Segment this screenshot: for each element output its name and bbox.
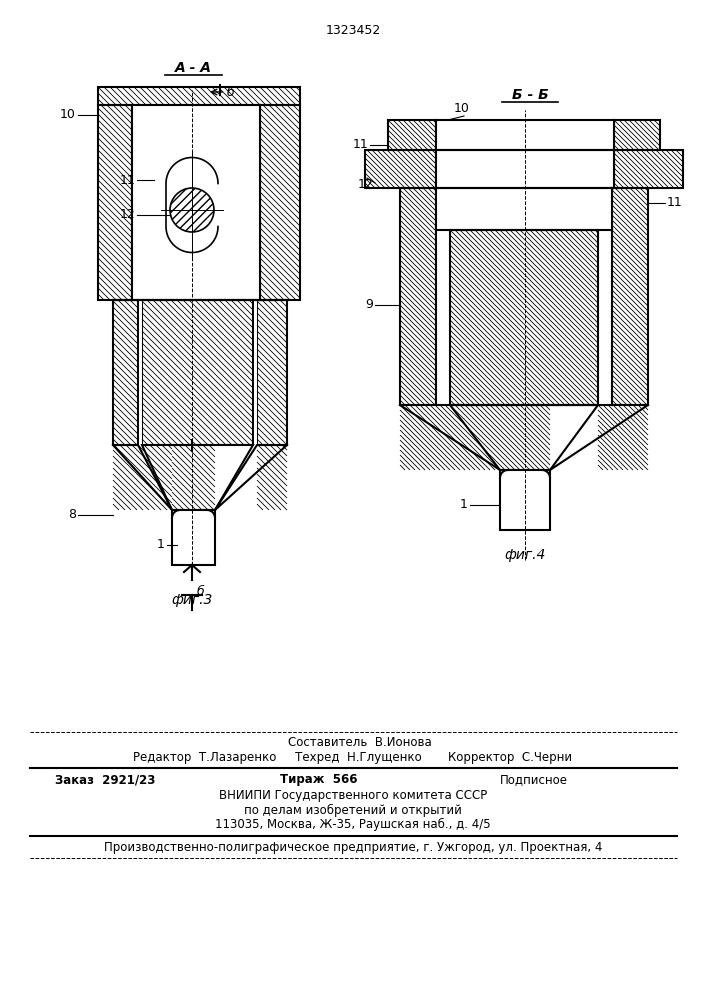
- Text: 1: 1: [157, 538, 165, 552]
- Text: Тираж  566: Тираж 566: [280, 774, 358, 786]
- Text: б: б: [227, 86, 235, 99]
- Bar: [436, 120, 614, 150]
- Text: Подписное: Подписное: [500, 774, 568, 786]
- Text: 11: 11: [667, 196, 683, 210]
- Bar: [132, 105, 260, 300]
- Bar: [253, 300, 257, 445]
- Polygon shape: [138, 445, 172, 510]
- Bar: [113, 300, 138, 445]
- Text: б: б: [197, 585, 205, 598]
- Bar: [365, 150, 436, 188]
- Text: Составитель  В.Ионова: Составитель В.Ионова: [288, 736, 432, 748]
- Text: 10: 10: [60, 108, 76, 121]
- Bar: [260, 105, 300, 300]
- Text: Производственно-полиграфическое предприятие, г. Ужгород, ул. Проектная, 4: Производственно-полиграфическое предприя…: [104, 840, 602, 854]
- Polygon shape: [215, 445, 257, 510]
- Bar: [400, 188, 436, 405]
- Bar: [436, 188, 612, 405]
- Text: 12: 12: [119, 209, 135, 222]
- Polygon shape: [400, 405, 500, 470]
- Bar: [500, 470, 550, 530]
- Text: ВНИИПИ Государственного комитета СССР: ВНИИПИ Государственного комитета СССР: [219, 790, 487, 802]
- Bar: [450, 230, 598, 405]
- Bar: [142, 300, 253, 445]
- Text: по делам изобретений и открытий: по делам изобретений и открытий: [244, 803, 462, 817]
- Text: Б - Б: Б - Б: [512, 88, 549, 102]
- Text: 1323452: 1323452: [325, 23, 380, 36]
- Bar: [598, 230, 612, 405]
- Text: Редактор  Т.Лазаренко     Техред  Н.Глущенко       Корректор  С.Черни: Редактор Т.Лазаренко Техред Н.Глущенко К…: [134, 750, 573, 764]
- Text: Заказ  2921/23: Заказ 2921/23: [55, 774, 156, 786]
- Bar: [172, 510, 215, 565]
- Text: А - А: А - А: [175, 61, 211, 75]
- Text: 113035, Москва, Ж-35, Раушская наб., д. 4/5: 113035, Москва, Ж-35, Раушская наб., д. …: [215, 817, 491, 831]
- Bar: [388, 120, 436, 150]
- Bar: [614, 120, 660, 150]
- Text: 1: 1: [460, 498, 468, 512]
- Text: 12: 12: [357, 178, 373, 190]
- Text: 11: 11: [119, 174, 135, 186]
- Text: фиг.4: фиг.4: [504, 548, 546, 562]
- Bar: [612, 188, 648, 405]
- Bar: [138, 300, 142, 445]
- Bar: [436, 230, 450, 405]
- Bar: [614, 150, 683, 188]
- Text: 8: 8: [68, 508, 76, 522]
- Text: 10: 10: [454, 102, 470, 115]
- Text: фиг.3: фиг.3: [171, 593, 213, 607]
- Text: 9: 9: [365, 298, 373, 312]
- Bar: [436, 150, 614, 188]
- Bar: [98, 105, 132, 300]
- Polygon shape: [550, 405, 648, 470]
- Bar: [98, 87, 300, 105]
- Circle shape: [170, 188, 214, 232]
- Bar: [257, 300, 287, 445]
- Text: 11: 11: [352, 138, 368, 151]
